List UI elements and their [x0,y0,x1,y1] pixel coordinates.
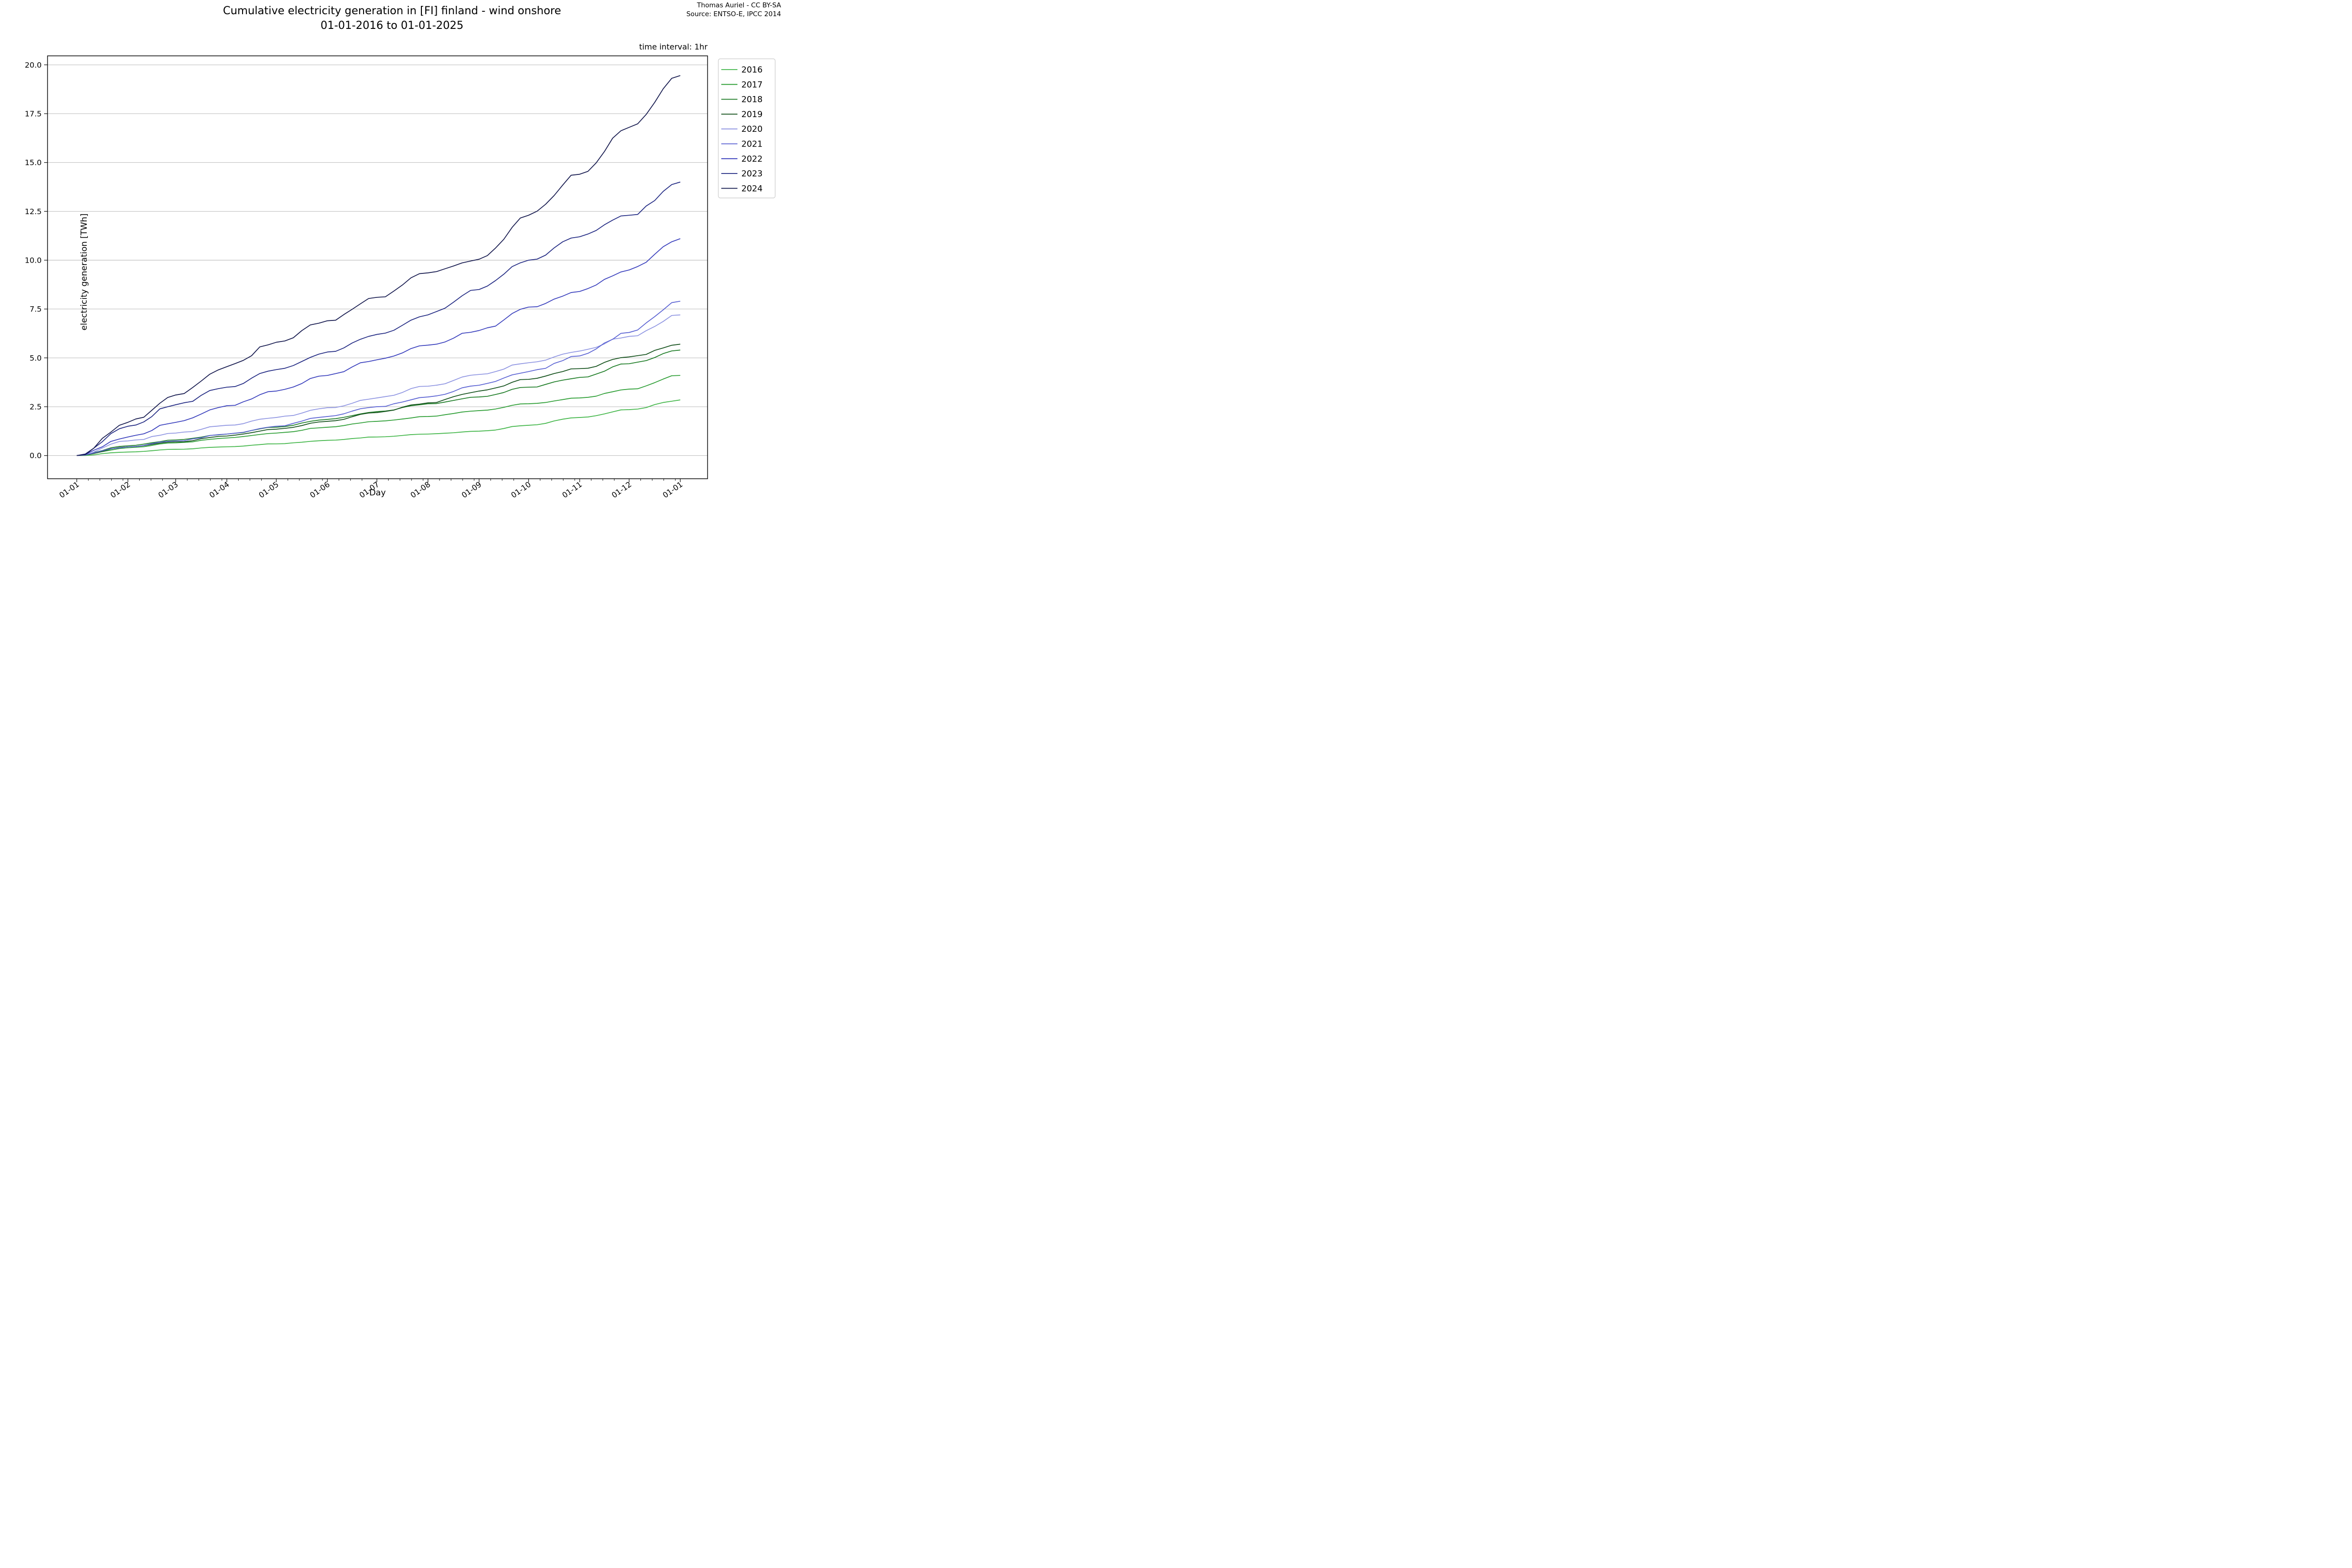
figure: Cumulative electricity generation in [FI… [0,0,784,523]
y-tick-label-8: 20.0 [24,61,42,70]
attribution-author: Thomas Auriel - CC BY-SA [697,1,781,9]
series-line-2023 [76,181,681,456]
y-tick-label-6: 15.0 [24,158,42,167]
y-tick-label-0: 0.0 [29,451,42,460]
series-line-2022 [76,238,681,456]
legend-label-2019: 2019 [741,110,762,120]
y-tick-label-7: 17.5 [24,109,42,118]
series-line-2019 [76,343,681,456]
legend-label-2018: 2018 [741,95,762,105]
series-line-2017 [76,375,681,456]
legend-label-2022: 2022 [741,154,762,164]
chart-title-line1: Cumulative electricity generation in [FI… [222,5,562,17]
chart-canvas: 01-01 01-02 01-03 01-04 01-05 01-06 01-07 01-08… [24,55,776,500]
series-line-2024 [76,75,681,456]
legend-label-2017: 2017 [741,80,762,90]
legend-label-2021: 2021 [741,140,762,149]
y-axis-label: electricity generation [TWh] [79,213,89,331]
series-line-2018 [76,349,681,456]
y-tick-label-5: 12.5 [24,207,42,216]
plot-border [47,55,708,479]
legend-label-2016: 2016 [741,65,762,75]
legend-label-2024: 2024 [741,184,762,194]
series-line-2016 [76,399,681,456]
time-interval-annotation: time interval: 1hr [639,42,708,51]
attribution-source: Source: ENTSO-E, IPCC 2014 [686,10,781,18]
y-tick-label-4: 10.0 [24,256,42,265]
y-tick-label-2: 5.0 [29,354,42,363]
legend-box [718,58,776,198]
chart-title-line2: 01-01-2016 to 01-01-2025 [320,20,464,32]
attribution: Thomas Auriel - CC BY-SA Source: ENTSO-E… [686,1,781,19]
series-line-2021 [76,300,681,456]
y-tick-label-1: 2.5 [29,403,42,412]
y-tick-label-3: 7.5 [29,305,42,314]
series-line-2020 [76,314,681,456]
legend-label-2020: 2020 [741,124,762,134]
x-axis-label: Day [369,488,386,498]
legend-label-2023: 2023 [741,169,762,179]
chart-title: Cumulative electricity generation in [FI… [0,4,784,33]
